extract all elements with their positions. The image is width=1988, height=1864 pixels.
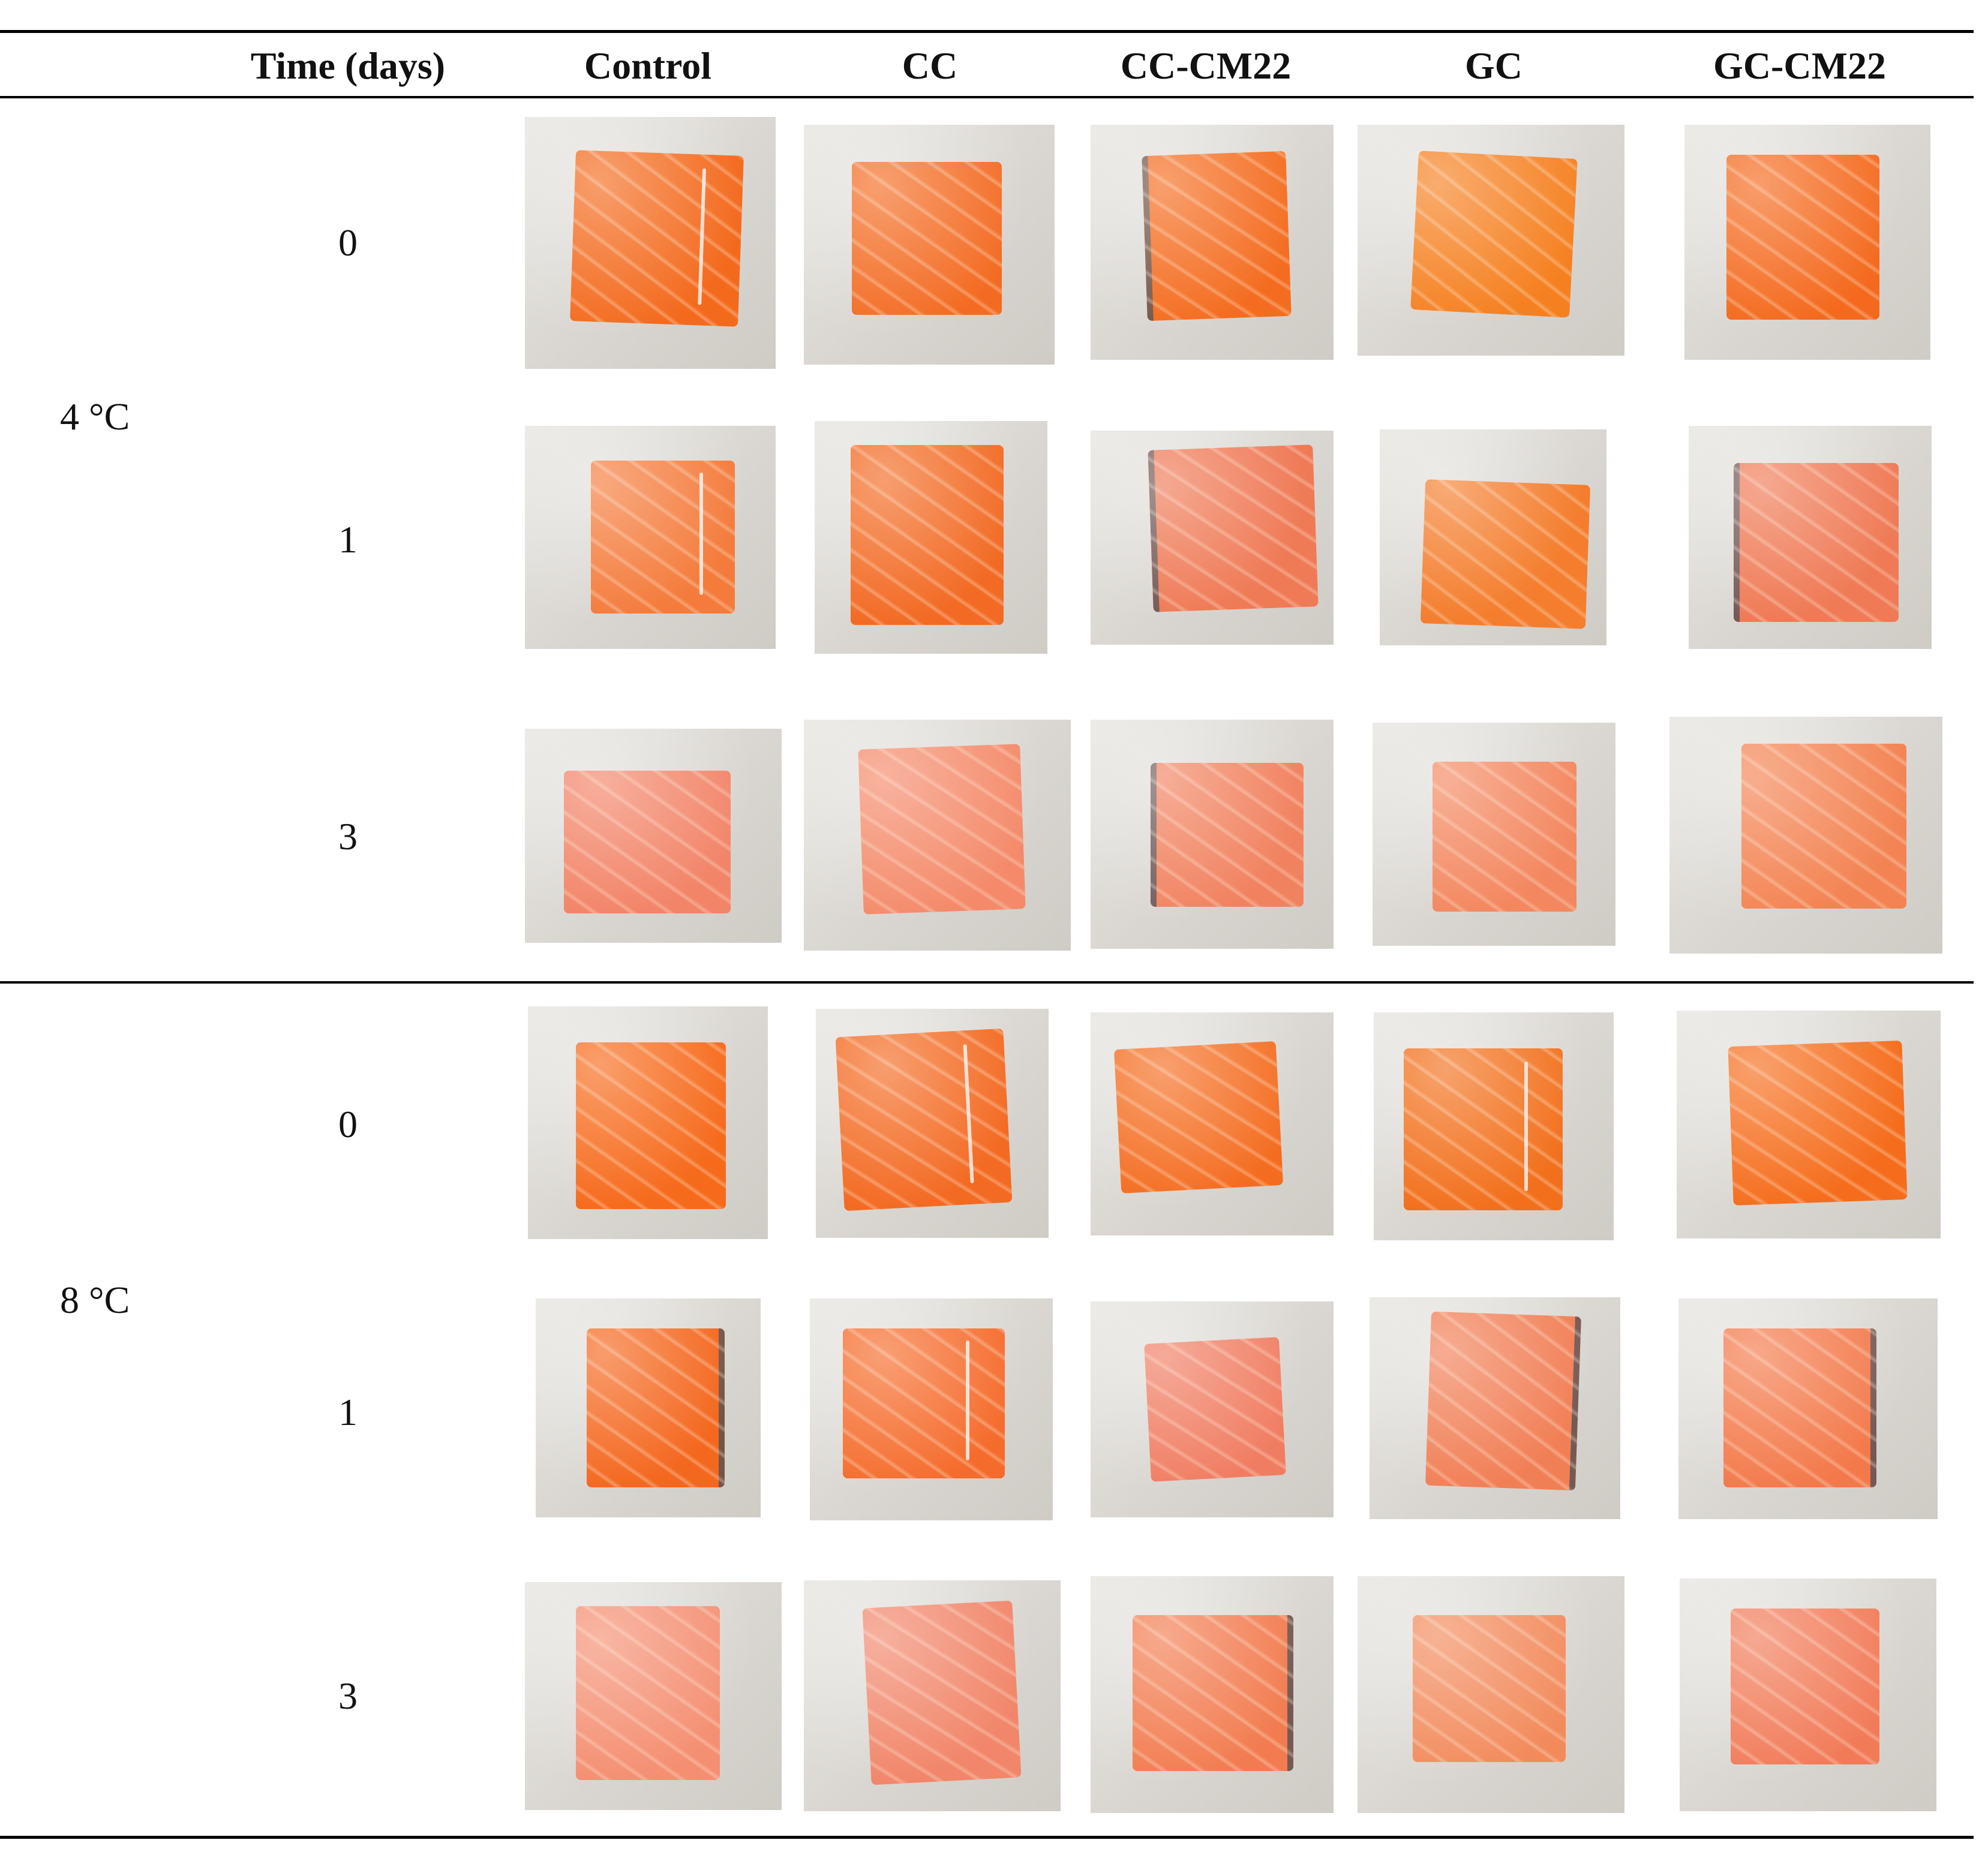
day-label-4c-1: 1 (338, 518, 358, 561)
salmon-fillet (843, 1328, 1005, 1478)
photo-8c-d0-control (528, 1006, 768, 1239)
photo-4c-d1-gc (1380, 429, 1606, 645)
temperature-label-8c: 8 °C (60, 1279, 130, 1321)
photo-4c-d3-control (525, 729, 782, 943)
salmon-fillet (1734, 463, 1899, 622)
header-gc: GC (1465, 44, 1522, 87)
salmon-fillet (576, 1606, 720, 1780)
table-bottom-rule (0, 1836, 1974, 1839)
header-cc: CC (902, 44, 958, 87)
salmon-fillet (1433, 762, 1576, 912)
salmon-fillet (570, 150, 744, 327)
salmon-fillet (1728, 1041, 1908, 1205)
photo-8c-d3-gc (1358, 1576, 1624, 1813)
salmon-fillet (587, 1328, 725, 1487)
salmon-fillet (1151, 763, 1304, 907)
salmon-fillet (1741, 744, 1906, 909)
day-label-8c-0: 0 (338, 1103, 358, 1146)
photo-4c-d3-cc-cm22 (1091, 720, 1334, 949)
header-cc-cm22: CC-CM22 (1120, 44, 1292, 87)
photo-4c-d3-gc-cm22 (1669, 717, 1942, 954)
photo-8c-d3-gc-cm22 (1680, 1579, 1936, 1811)
photo-8c-d0-gc-cm22 (1677, 1011, 1941, 1238)
header-control: Control (584, 44, 712, 87)
salmon-fillet (1404, 1048, 1563, 1210)
table-header-rule (0, 96, 1974, 98)
photo-4c-d0-gc-cm22 (1684, 125, 1930, 360)
salmon-fillet (862, 1600, 1022, 1785)
photo-8c-d1-control (536, 1298, 761, 1517)
photo-4c-d0-control (525, 117, 776, 369)
table-group-rule (0, 981, 1974, 984)
salmon-fillet (1413, 1615, 1566, 1762)
temperature-label-4c: 4 °C (60, 395, 130, 438)
salmon-fillet (591, 461, 735, 614)
photo-8c-d0-cc-cm22 (1091, 1012, 1334, 1235)
photo-4c-d3-cc (804, 720, 1071, 951)
salmon-fillet (835, 1028, 1013, 1211)
salmon-fillet (1731, 1609, 1879, 1764)
table-top-rule (0, 30, 1974, 33)
salmon-fillet (1420, 479, 1591, 629)
salmon-fillet (564, 771, 731, 913)
salmon-fillet (1726, 155, 1879, 320)
salmon-fillet (1133, 1615, 1293, 1771)
photo-8c-d1-gc (1370, 1297, 1620, 1519)
photo-8c-d1-cc-cm22 (1091, 1301, 1334, 1517)
day-label-4c-0: 0 (338, 221, 358, 264)
salmon-fillet (1142, 151, 1292, 321)
photo-8c-d3-cc (804, 1580, 1061, 1811)
photo-8c-d0-cc (816, 1009, 1049, 1238)
photo-8c-d3-cc-cm22 (1091, 1576, 1334, 1813)
photo-4c-d0-cc (804, 125, 1055, 365)
header-gc-cm22: GC-CM22 (1713, 44, 1886, 87)
header-time-days: Time (days) (250, 44, 446, 87)
salmon-fillet (1425, 1311, 1581, 1491)
photo-8c-d3-control (525, 1582, 782, 1810)
day-label-8c-1: 1 (338, 1391, 358, 1433)
photo-4c-d1-control (525, 426, 776, 649)
day-label-4c-3: 3 (338, 815, 358, 858)
photo-8c-d0-gc (1374, 1012, 1614, 1240)
photo-4c-d0-cc-cm22 (1091, 125, 1334, 360)
photo-8c-d1-cc (810, 1298, 1053, 1520)
photo-4c-d1-cc-cm22 (1091, 431, 1334, 645)
salmon-fillet (576, 1042, 726, 1209)
photo-8c-d1-gc-cm22 (1678, 1298, 1938, 1519)
salmon-fillet (1410, 151, 1578, 318)
photo-4c-d1-cc (815, 421, 1047, 654)
salmon-fillet (1113, 1041, 1284, 1193)
salmon-fillet (851, 445, 1004, 625)
salmon-fillet (858, 744, 1026, 915)
photo-4c-d3-gc (1373, 723, 1615, 946)
salmon-fillet (1723, 1328, 1876, 1487)
salmon-fillet (1144, 1337, 1286, 1482)
photo-4c-d1-gc-cm22 (1689, 426, 1932, 649)
photo-4c-d0-gc (1358, 125, 1624, 356)
salmon-fillet (1148, 444, 1319, 612)
day-label-8c-3: 3 (338, 1674, 358, 1717)
salmon-fillet (852, 162, 1002, 315)
